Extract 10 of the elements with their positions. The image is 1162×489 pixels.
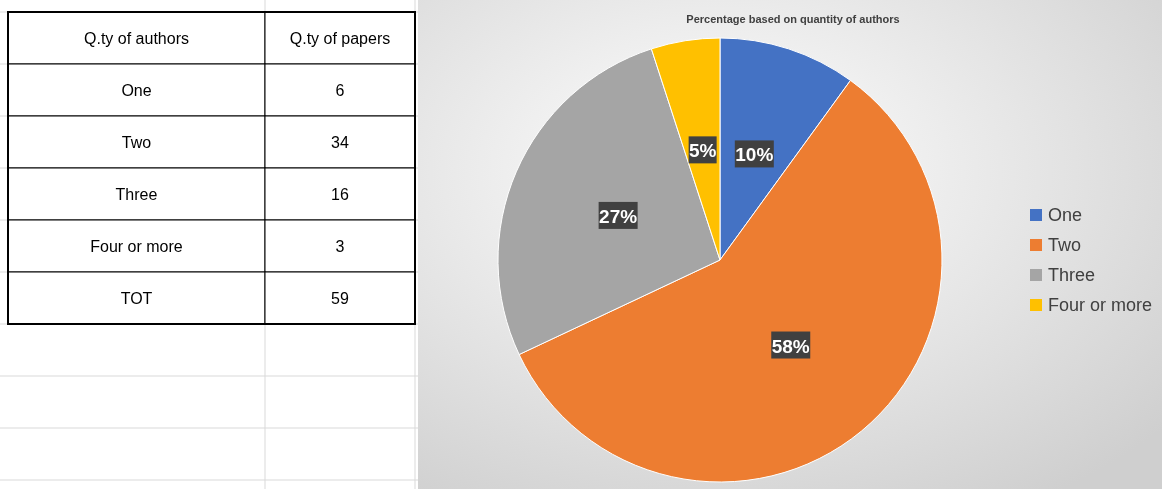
table: Q.ty of authors Q.ty of papers One 6 Two 34 Three 16 Four or more 3 TOT 59 bbox=[7, 11, 416, 325]
data-label: 58% bbox=[771, 335, 810, 357]
data-label: 27% bbox=[599, 205, 638, 227]
chart-title: Percentage based on quantity of authors bbox=[686, 13, 900, 25]
legend-label: Four or more bbox=[1048, 295, 1153, 315]
legend-label: One bbox=[1048, 205, 1083, 225]
data-label: 10% bbox=[735, 144, 774, 166]
legend-label: Three bbox=[1048, 265, 1096, 285]
legend-label: Two bbox=[1048, 235, 1082, 255]
data-label: 5% bbox=[688, 140, 717, 162]
